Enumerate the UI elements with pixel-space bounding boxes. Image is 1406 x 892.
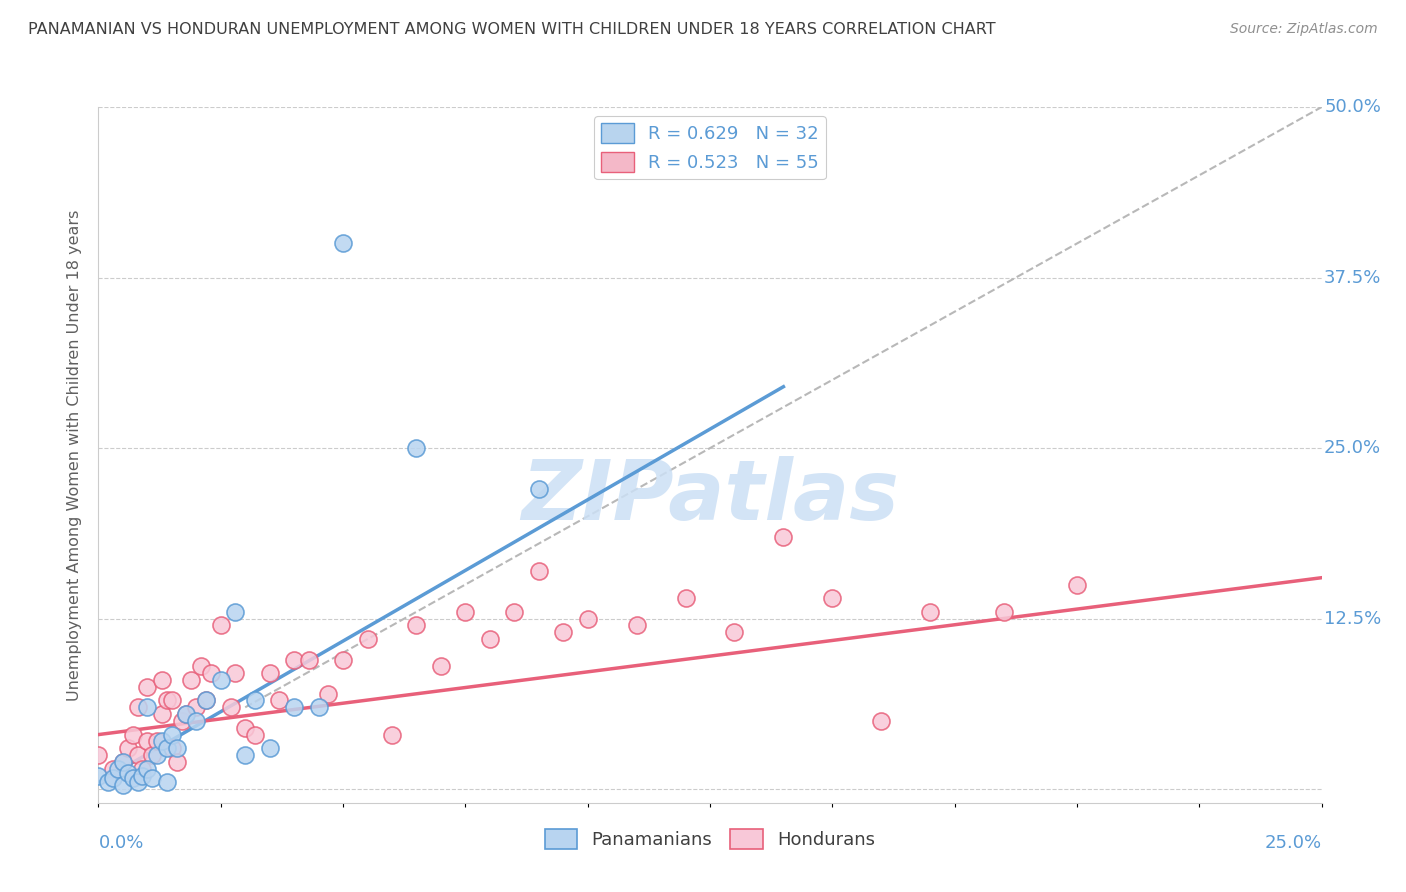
Point bbox=[381, 728, 404, 742]
Point bbox=[308, 700, 330, 714]
Point bbox=[146, 747, 169, 762]
Point bbox=[127, 775, 149, 789]
Point bbox=[209, 673, 232, 687]
Text: Source: ZipAtlas.com: Source: ZipAtlas.com bbox=[1230, 22, 1378, 37]
Text: 37.5%: 37.5% bbox=[1324, 268, 1382, 286]
Point bbox=[553, 625, 575, 640]
Point bbox=[190, 659, 212, 673]
Point bbox=[136, 700, 159, 714]
Point bbox=[224, 605, 246, 619]
Point bbox=[209, 618, 232, 632]
Point bbox=[243, 728, 266, 742]
Point bbox=[576, 612, 599, 626]
Point bbox=[150, 734, 173, 748]
Y-axis label: Unemployment Among Women with Children Under 18 years: Unemployment Among Women with Children U… bbox=[67, 210, 83, 700]
Point bbox=[176, 707, 198, 722]
Point bbox=[675, 591, 697, 606]
Point bbox=[200, 666, 222, 681]
Point bbox=[219, 700, 242, 714]
Text: PANAMANIAN VS HONDURAN UNEMPLOYMENT AMONG WOMEN WITH CHILDREN UNDER 18 YEARS COR: PANAMANIAN VS HONDURAN UNEMPLOYMENT AMON… bbox=[28, 22, 995, 37]
Point bbox=[259, 741, 281, 756]
Point bbox=[356, 632, 378, 646]
Point bbox=[136, 680, 159, 694]
Point bbox=[233, 747, 256, 762]
Point bbox=[527, 482, 550, 496]
Point bbox=[186, 700, 208, 714]
Point bbox=[920, 605, 942, 619]
Point bbox=[101, 771, 124, 785]
Point bbox=[170, 714, 193, 728]
Point bbox=[527, 564, 550, 578]
Point bbox=[870, 714, 893, 728]
Point bbox=[121, 771, 143, 785]
Point bbox=[141, 771, 163, 785]
Point bbox=[87, 768, 110, 782]
Point bbox=[405, 618, 427, 632]
Text: 25.0%: 25.0% bbox=[1264, 834, 1322, 852]
Point bbox=[723, 625, 745, 640]
Point bbox=[454, 605, 477, 619]
Point bbox=[117, 765, 139, 780]
Point bbox=[160, 741, 183, 756]
Point bbox=[146, 734, 169, 748]
Point bbox=[117, 741, 139, 756]
Point bbox=[160, 728, 183, 742]
Point bbox=[180, 673, 202, 687]
Point bbox=[150, 707, 173, 722]
Point bbox=[1066, 577, 1088, 591]
Point bbox=[127, 747, 149, 762]
Point bbox=[156, 741, 179, 756]
Point bbox=[430, 659, 453, 673]
Text: 12.5%: 12.5% bbox=[1324, 609, 1381, 628]
Point bbox=[97, 775, 120, 789]
Point bbox=[150, 673, 173, 687]
Point bbox=[503, 605, 526, 619]
Point bbox=[131, 768, 153, 782]
Point bbox=[160, 693, 183, 707]
Text: 25.0%: 25.0% bbox=[1324, 439, 1381, 457]
Point bbox=[478, 632, 501, 646]
Point bbox=[87, 747, 110, 762]
Point bbox=[111, 778, 134, 792]
Point bbox=[136, 762, 159, 776]
Point bbox=[405, 441, 427, 455]
Point bbox=[298, 652, 321, 666]
Text: 0.0%: 0.0% bbox=[98, 834, 143, 852]
Point bbox=[224, 666, 246, 681]
Point bbox=[283, 700, 305, 714]
Point bbox=[283, 652, 305, 666]
Point bbox=[318, 687, 340, 701]
Point bbox=[127, 700, 149, 714]
Point bbox=[259, 666, 281, 681]
Text: ZIPatlas: ZIPatlas bbox=[522, 456, 898, 537]
Text: 50.0%: 50.0% bbox=[1324, 98, 1381, 116]
Point bbox=[131, 762, 153, 776]
Point bbox=[111, 755, 134, 769]
Point bbox=[121, 728, 143, 742]
Point bbox=[176, 707, 198, 722]
Point bbox=[626, 618, 648, 632]
Legend: R = 0.629   N = 32, R = 0.523   N = 55: R = 0.629 N = 32, R = 0.523 N = 55 bbox=[593, 116, 827, 179]
Point bbox=[332, 652, 354, 666]
Point bbox=[243, 693, 266, 707]
Point bbox=[166, 755, 188, 769]
Point bbox=[111, 755, 134, 769]
Point bbox=[156, 693, 179, 707]
Point bbox=[166, 741, 188, 756]
Point bbox=[107, 762, 129, 776]
Point bbox=[233, 721, 256, 735]
Point bbox=[101, 762, 124, 776]
Point bbox=[821, 591, 844, 606]
Point bbox=[156, 775, 179, 789]
Point bbox=[186, 714, 208, 728]
Point bbox=[772, 530, 794, 544]
Point bbox=[195, 693, 218, 707]
Point bbox=[195, 693, 218, 707]
Point bbox=[269, 693, 291, 707]
Point bbox=[141, 747, 163, 762]
Point bbox=[136, 734, 159, 748]
Point bbox=[993, 605, 1015, 619]
Point bbox=[332, 236, 354, 251]
